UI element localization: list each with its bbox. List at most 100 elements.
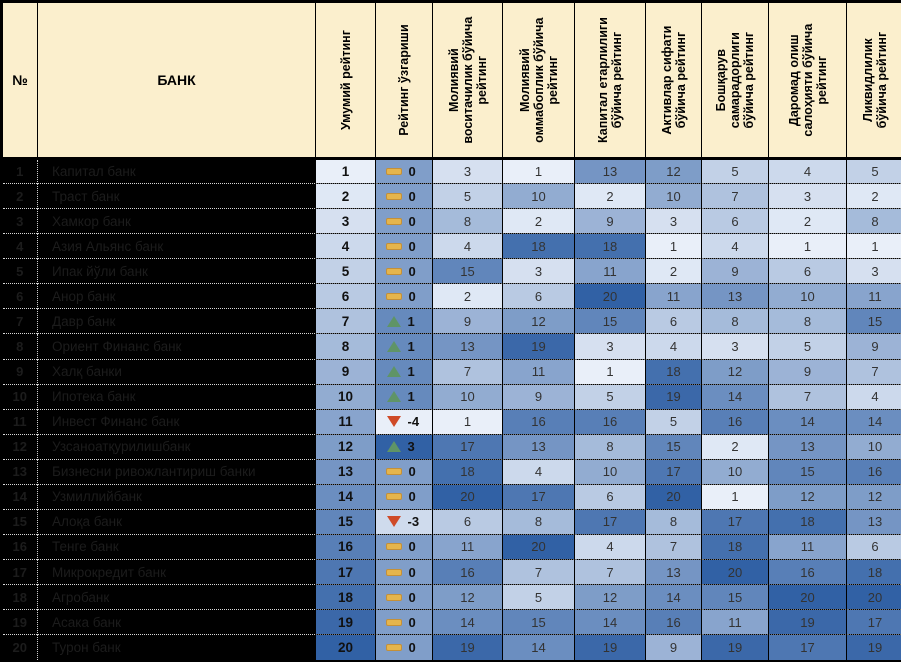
rating-change-cell: 0: [375, 258, 433, 284]
rank-number-cell: 18: [2, 584, 38, 610]
metric-rating-cell: 8: [768, 308, 847, 334]
rank-number-cell: 10: [2, 383, 38, 410]
metric-rating-cell: 4: [768, 158, 847, 184]
metric-rating-cell: 15: [574, 308, 646, 334]
header-rating-change: Рейтинг ўзгариши: [375, 2, 433, 160]
metric-rating-cell: 17: [768, 634, 847, 660]
overall-rating-cell: 1: [315, 158, 376, 184]
metric-rating-cell: 10: [502, 183, 575, 209]
overall-rating-cell: 14: [315, 483, 376, 510]
metric-rating-cell: 5: [574, 383, 646, 410]
metric-rating-cell: 10: [432, 383, 503, 410]
rating-change-cell: 0: [375, 208, 433, 234]
metric-rating-cell: 17: [574, 508, 646, 535]
rank-number-cell: 1: [2, 158, 38, 184]
metric-rating-cell: 6: [768, 258, 847, 284]
table-row: 13 Бизнесни ривожлантириш банки 13 0 18 4 10 17…: [2, 458, 901, 485]
metric-rating-cell: 5: [768, 333, 847, 359]
bank-name-cell: Инвест Финанс банк: [37, 408, 316, 435]
bank-name-cell: Азия Альянс банк: [37, 233, 316, 259]
table-row: 18 Агробанк 18 0 12 5 12 14 15 20 20: [2, 584, 901, 610]
rating-change-content: 0: [377, 561, 432, 585]
metric-rating-cell: 4: [645, 333, 702, 359]
metric-rating-cell: 10: [574, 458, 646, 485]
dash-no-change-icon: [385, 217, 402, 225]
bank-name-cell: Бизнесни ривожлантириш банки: [37, 458, 316, 485]
rating-change-content: 0: [377, 160, 432, 183]
metric-rating-cell: 10: [645, 183, 702, 209]
rank-number-cell: 5: [2, 258, 38, 284]
metric-rating-cell: 7: [502, 558, 575, 585]
dash-no-change-icon: [385, 493, 402, 501]
rank-number-cell: 19: [2, 609, 38, 635]
rating-change-value: 1: [407, 389, 415, 405]
rating-change-content: 0: [377, 586, 432, 610]
rating-change-cell: 0: [375, 609, 433, 635]
metric-rating-cell: 7: [432, 358, 503, 385]
metric-rating-cell: 3: [432, 158, 503, 184]
metric-rating-cell: 2: [502, 208, 575, 234]
metric-rating-cell: 1: [574, 358, 646, 385]
metric-rating-cell: 14: [574, 609, 646, 635]
metric-rating-cell: 11: [502, 358, 575, 385]
rating-change-content: -4: [377, 410, 432, 434]
metric-rating-cell: 1: [645, 233, 702, 259]
bank-name-cell: Ипак йўли банк: [37, 258, 316, 284]
table-row: 4 Азия Альянс банк 4 0 4 18 18 1 4 1 1: [2, 233, 901, 259]
dash-no-change-icon: [385, 568, 402, 576]
dash-no-change-icon: [385, 242, 402, 250]
metric-rating-cell: 6: [846, 533, 901, 560]
bank-name-cell: Траст банк: [37, 183, 316, 209]
rating-change-cell: 1: [375, 383, 433, 410]
rank-number-cell: 4: [2, 233, 38, 259]
bank-name-cell: Давр банк: [37, 308, 316, 334]
overall-rating-cell: 4: [315, 233, 376, 259]
metric-rating-cell: 12: [502, 308, 575, 334]
overall-rating-cell: 9: [315, 358, 376, 385]
table-row: 9 Халқ банки 9 1 7 11 1 18 12 9 7: [2, 358, 901, 385]
rating-change-value: 0: [408, 188, 416, 204]
up-triangle-icon: [386, 391, 401, 403]
rating-change-value: 0: [408, 464, 416, 480]
metric-rating-cell: 9: [502, 383, 575, 410]
overall-rating-cell: 15: [315, 508, 376, 535]
rating-change-content: 0: [377, 485, 432, 509]
rating-change-cell: 0: [375, 183, 433, 209]
dash-no-change-icon: [385, 543, 402, 551]
header-financial-intermediation: Молиявий воситачилик бўйича рейтинг: [432, 2, 503, 160]
metric-rating-cell: 19: [574, 634, 646, 660]
rating-change-value: 0: [408, 489, 416, 505]
overall-rating-cell: 7: [315, 308, 376, 334]
metric-rating-cell: 2: [645, 258, 702, 284]
rating-change-cell: 0: [375, 533, 433, 560]
metric-rating-cell: 16: [574, 408, 646, 435]
metric-rating-cell: 5: [701, 158, 769, 184]
metric-rating-cell: 3: [846, 258, 901, 284]
bank-name-cell: Хамкор банк: [37, 208, 316, 234]
bank-name-cell: Узсаноатқурилишбанк: [37, 433, 316, 460]
metric-rating-cell: 1: [846, 233, 901, 259]
metric-rating-cell: 6: [432, 508, 503, 535]
metric-rating-cell: 3: [701, 333, 769, 359]
table-row: 1 Капитал банк 1 0 3 1 13 12 5 4 5: [2, 158, 901, 184]
metric-rating-cell: 10: [846, 433, 901, 460]
bank-name-cell: Капитал банк: [37, 158, 316, 184]
metric-rating-cell: 3: [574, 333, 646, 359]
metric-rating-cell: 7: [701, 183, 769, 209]
metric-rating-cell: 20: [701, 558, 769, 585]
rating-change-content: 1: [377, 385, 432, 409]
metric-rating-cell: 15: [701, 584, 769, 610]
metric-rating-cell: 12: [701, 358, 769, 385]
rating-change-value: -4: [407, 414, 420, 430]
table-body: 1 Капитал банк 1 0 3 1 13 12 5 4 5 2 Траст банк 2 0 5 10…: [2, 158, 901, 660]
rating-change-cell: 0: [375, 233, 433, 259]
table-row: 12 Узсаноатқурилишбанк 12 3 17 13 8 15 2 13 10: [2, 433, 901, 460]
metric-rating-cell: 20: [768, 584, 847, 610]
metric-rating-cell: 20: [432, 483, 503, 510]
table-row: 11 Инвест Финанс банк 11 -4 1 16 16 5 16 14 14: [2, 408, 901, 435]
rating-change-content: 0: [377, 460, 432, 484]
metric-rating-cell: 4: [432, 233, 503, 259]
metric-rating-cell: 16: [768, 558, 847, 585]
rating-change-value: -3: [407, 514, 420, 530]
overall-rating-cell: 17: [315, 558, 376, 585]
